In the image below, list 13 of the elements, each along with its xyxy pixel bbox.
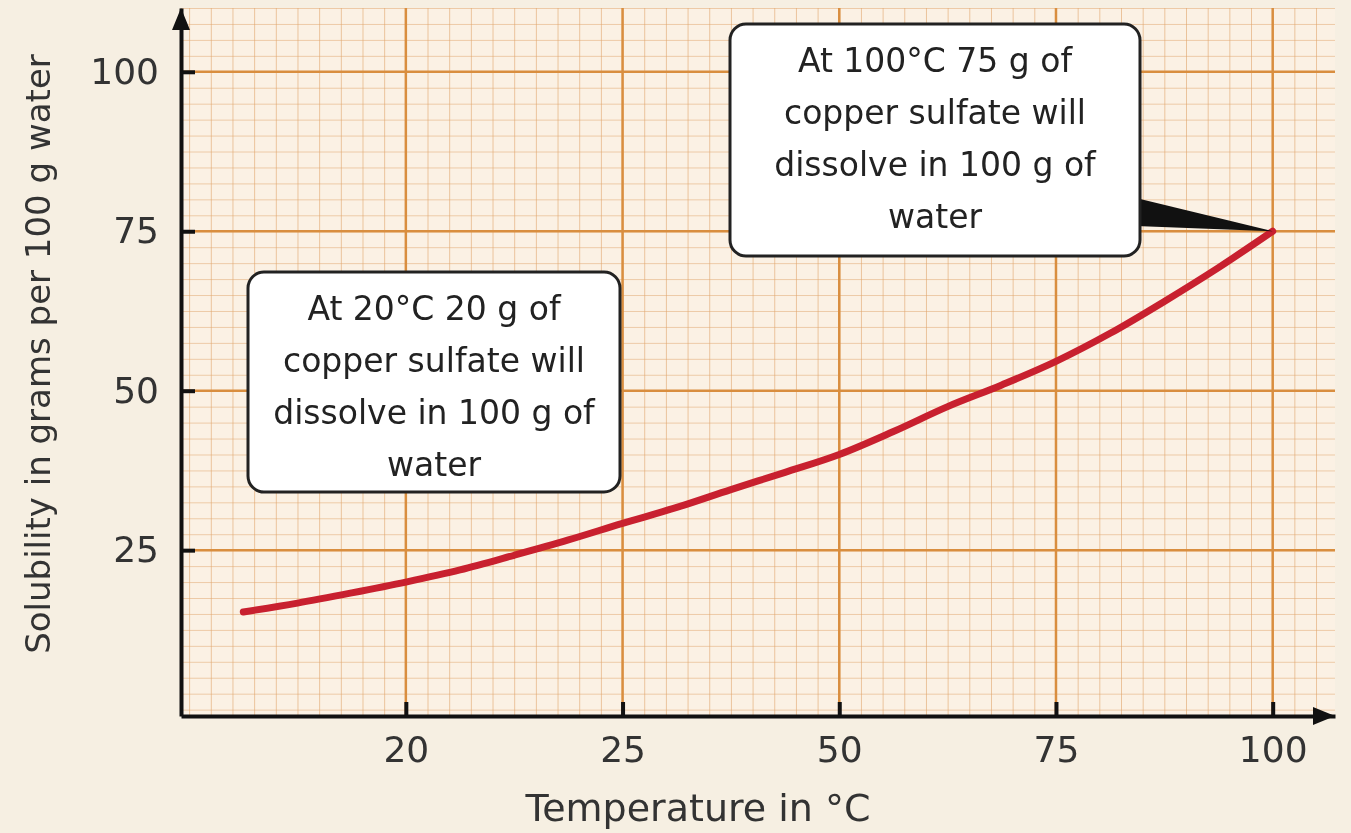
annotation: At 100°C 75 g of copper sulfate will dissolve in 100 g of water [774,41,1098,236]
x-tick-label: 25 [600,728,646,770]
x-tick-label: 75 [1033,728,1080,770]
x-tick-label: 50 [816,728,863,770]
x-axis-title: Temperature in °C [524,786,871,830]
annotation: At 20°C 20 g of copper sulfate will dissolve in 100 g of water [273,289,597,484]
y-tick-label: 50 [113,369,159,411]
y-tick-label: 75 [113,210,159,252]
y-tick-label: 25 [113,529,159,571]
y-axis-title: Solubility in grams per 100 g water [18,54,58,654]
y-tick-label: 100 [90,50,159,92]
x-tick-label: 20 [383,728,430,770]
x-tick-label: 100 [1238,728,1308,770]
